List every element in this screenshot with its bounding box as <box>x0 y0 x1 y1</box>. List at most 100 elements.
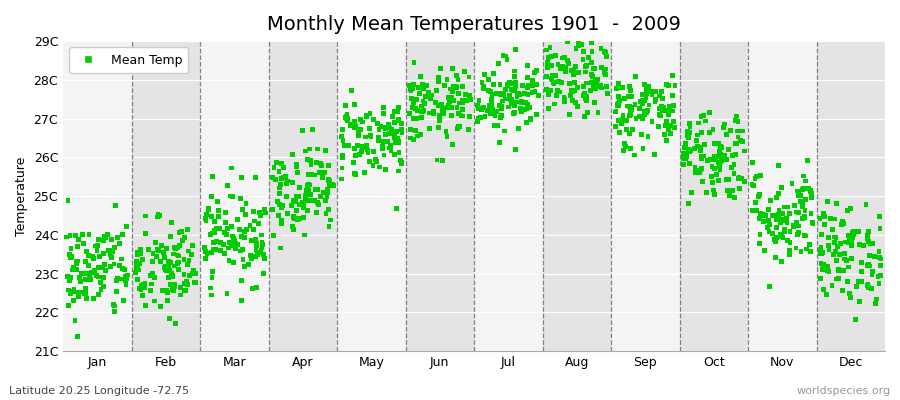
Point <box>246 285 260 292</box>
Bar <box>200 41 268 351</box>
Point <box>791 188 806 195</box>
Point <box>828 216 842 222</box>
Point <box>683 130 698 136</box>
Point <box>719 156 733 163</box>
Point <box>822 268 836 274</box>
Point <box>234 278 248 284</box>
Point <box>594 46 608 52</box>
Point <box>219 209 233 215</box>
Point <box>166 272 180 278</box>
Point <box>148 275 162 281</box>
Point <box>174 284 188 290</box>
Point <box>255 239 269 246</box>
Point <box>690 167 705 174</box>
Point <box>321 162 336 169</box>
Point <box>805 194 819 200</box>
Point <box>497 91 511 98</box>
Point <box>518 99 533 106</box>
Point <box>502 92 517 98</box>
Point <box>783 228 797 234</box>
Point <box>96 274 111 281</box>
Point <box>835 288 850 294</box>
Point <box>148 239 163 245</box>
Point <box>387 108 401 115</box>
Point <box>779 216 794 223</box>
Point <box>862 263 877 269</box>
Point <box>376 124 391 130</box>
Point <box>212 214 226 220</box>
Point <box>302 182 317 188</box>
Point <box>587 65 601 71</box>
Point <box>508 79 522 85</box>
Point <box>197 244 211 251</box>
Point <box>78 286 93 292</box>
Point <box>816 210 831 217</box>
Point <box>851 229 866 235</box>
Point <box>386 130 400 136</box>
Point <box>428 99 443 105</box>
Point <box>712 177 726 183</box>
Text: worldspecies.org: worldspecies.org <box>796 386 891 396</box>
Point <box>107 303 122 309</box>
Point <box>376 138 391 144</box>
Point <box>387 120 401 126</box>
Point <box>418 94 433 100</box>
Point <box>707 165 722 172</box>
Point <box>772 208 787 214</box>
Point <box>150 246 165 252</box>
Point <box>146 251 160 257</box>
Point <box>462 92 476 98</box>
Point <box>103 250 117 256</box>
Point <box>234 248 248 254</box>
Point <box>130 249 145 256</box>
Point <box>572 69 586 76</box>
Point <box>450 84 464 91</box>
Point <box>837 220 851 226</box>
Point <box>366 162 381 168</box>
Point <box>164 219 178 226</box>
Point <box>311 169 326 175</box>
Point <box>852 241 867 247</box>
Point <box>108 309 122 315</box>
Point <box>413 74 428 80</box>
Point <box>313 194 328 200</box>
Point <box>336 127 350 133</box>
Point <box>485 91 500 97</box>
Point <box>72 294 86 300</box>
Point <box>580 93 594 100</box>
Point <box>721 187 735 194</box>
Point <box>171 266 185 273</box>
Point <box>652 105 667 112</box>
Point <box>482 77 496 83</box>
Point <box>80 248 94 254</box>
Point <box>67 288 81 295</box>
Point <box>555 64 570 70</box>
Point <box>291 217 305 223</box>
Point <box>698 118 713 124</box>
Point <box>340 115 355 122</box>
Point <box>679 140 693 146</box>
Point <box>199 248 213 254</box>
Point <box>788 245 803 251</box>
Point <box>209 238 223 244</box>
Point <box>662 103 677 110</box>
Point <box>541 105 555 112</box>
Point <box>213 239 228 246</box>
Point <box>227 235 241 242</box>
Point <box>751 193 765 200</box>
Point <box>247 218 261 224</box>
Point <box>340 111 355 118</box>
Point <box>761 206 776 213</box>
Point <box>787 223 801 230</box>
Bar <box>680 41 748 351</box>
Point <box>65 253 79 260</box>
Point <box>161 274 176 281</box>
Point <box>689 138 704 144</box>
Point <box>750 173 764 180</box>
Point <box>522 104 536 111</box>
Point <box>426 110 440 117</box>
Point <box>624 112 638 118</box>
Point <box>619 117 634 124</box>
Point <box>722 192 736 199</box>
Point <box>774 258 788 265</box>
